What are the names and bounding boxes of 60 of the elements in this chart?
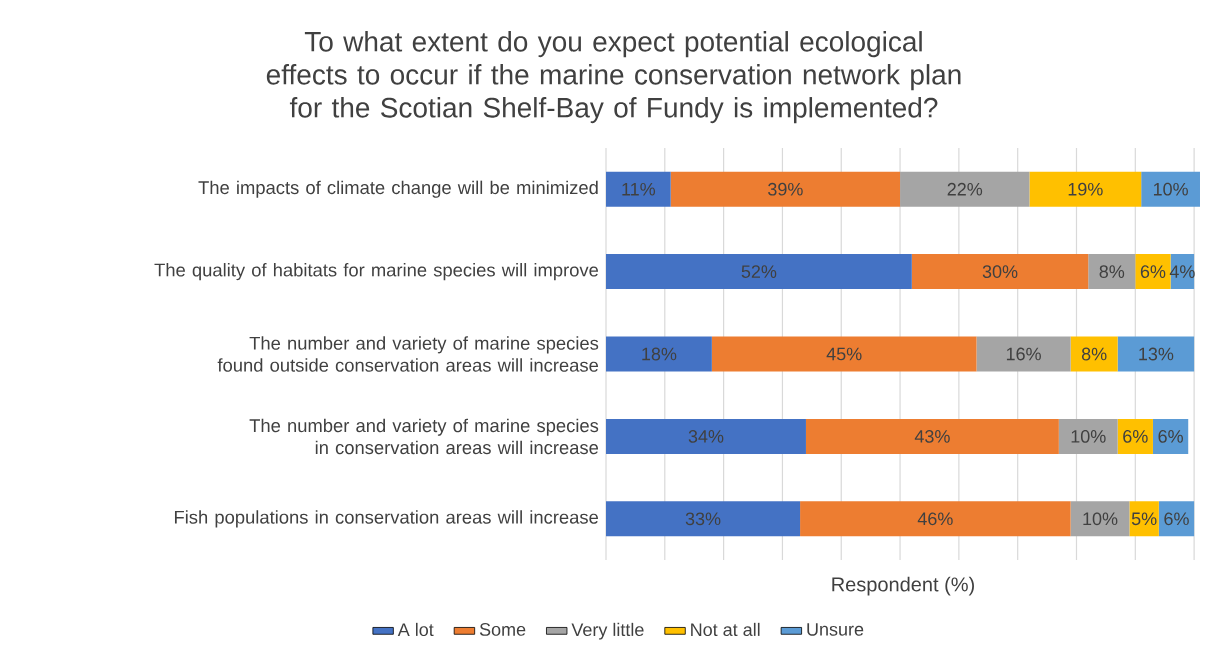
bar [1117,336,1195,372]
bar [805,418,1059,454]
data-label: 16% [1006,347,1041,361]
data-label: 6% [1140,265,1166,278]
bar [1070,501,1130,537]
data-label: 6% [1158,430,1183,443]
bar [606,254,912,290]
bar [976,336,1071,372]
data-label: 43% [914,430,950,443]
bar [1117,418,1153,454]
bar [1070,336,1118,372]
bar [1088,254,1136,290]
bar [1129,501,1159,537]
data-label: 45% [826,347,862,361]
bar [606,418,806,454]
data-label: 6% [1123,430,1148,443]
legend-label: Some [479,623,526,636]
data-label: 30% [982,265,1018,278]
y-tick-label: The number and variety of marine species in conservation areas will increase [249,418,599,455]
bar [1152,418,1189,454]
y-tick-label: The quality of habitats for marine species will improve [154,263,599,281]
data-label: 10% [1071,430,1106,443]
data-label: 19% [1068,182,1103,196]
bar [606,336,712,372]
bar [1135,254,1171,290]
bar [670,171,901,207]
data-label: 18% [642,347,677,361]
chart-title: To what extent do you expect potential ecological effects to occur if the marine conservation network plan for the Scotian Shelf-Bay of Fundy is implemented? [266,31,961,124]
data-label: 10% [1083,512,1118,526]
data-label: 22% [947,182,983,196]
bar [800,501,1071,537]
data-label: 52% [741,265,777,278]
legend-label: Unsure [807,623,864,636]
data-label: 13% [1139,347,1174,361]
bar [1029,171,1142,207]
data-label: 39% [768,182,803,196]
y-tick-label: Fish populations in conservation areas will increase [174,510,598,528]
legend-label: Very little [571,622,644,640]
data-label: 34% [688,430,724,443]
data-label: 5% [1131,512,1157,526]
x-axis-title: Respondent (%) [832,576,974,596]
data-label: 10% [1153,182,1188,196]
data-label: 6% [1164,512,1189,526]
legend-label: A lot [397,622,434,637]
y-tick-label: The number and variety of marine species found outside conservation areas will increase [217,336,599,372]
bar [1141,171,1200,207]
data-label: 8% [1081,347,1107,361]
data-label: 46% [917,512,953,526]
legend-label: Not at all [691,622,760,637]
bar [911,254,1089,290]
bar [606,171,671,207]
bar [606,501,801,537]
y-tick-label: The impacts of climate change will be minimized [198,180,598,198]
bar [1058,418,1118,454]
data-label: 11% [622,182,656,196]
data-label: 33% [685,512,721,526]
bar [900,171,1030,207]
bar [711,336,977,372]
bar [1158,501,1195,537]
data-label: 8% [1099,265,1125,278]
